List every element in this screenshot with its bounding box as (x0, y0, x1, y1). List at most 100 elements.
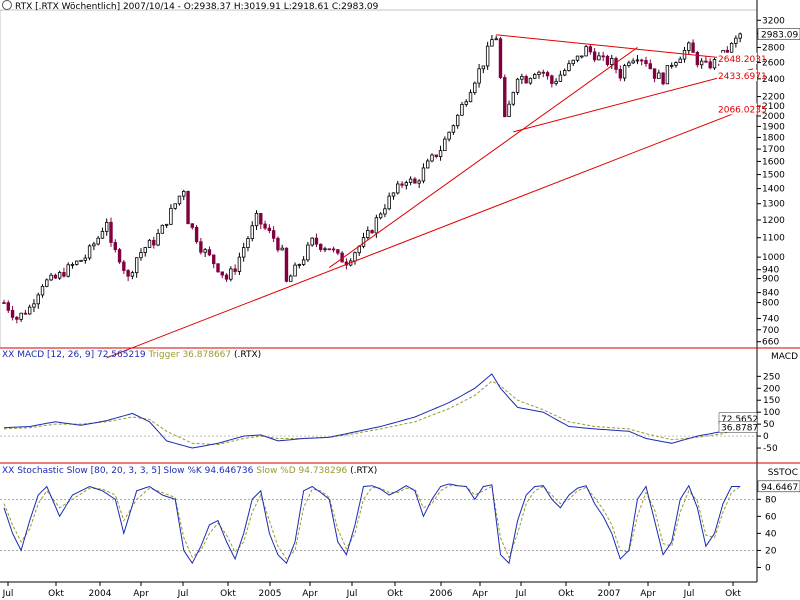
x-tick-label: 2004 (89, 589, 112, 599)
candle-body (494, 38, 498, 41)
main-y-tick-label: 3200 (762, 16, 785, 26)
candle-body (725, 49, 730, 53)
candle-body (618, 68, 623, 79)
main-y-tick-label: 740 (762, 314, 779, 324)
candle-body (353, 252, 357, 262)
candle-body (695, 52, 700, 66)
macd-trigger-line (3, 380, 741, 446)
candle-body (738, 33, 742, 39)
candle-body (537, 71, 541, 75)
stoch-pane-title: XX Stochastic Slow [80, 20, 3, 3, 5] Slo… (2, 466, 377, 476)
candle-body (498, 38, 503, 78)
candle-body (627, 62, 631, 66)
candle-body (460, 104, 464, 116)
candle-body (648, 63, 652, 70)
candle-body (447, 131, 451, 140)
macd-y-tick-label: 150 (763, 396, 780, 406)
trendline-label-bg (717, 103, 757, 115)
candle-body (310, 237, 314, 246)
candle-body (267, 227, 272, 232)
candle-body (704, 60, 708, 63)
candle-body (571, 59, 575, 65)
candle-body (19, 312, 23, 320)
candle-body (32, 303, 36, 308)
candle-body (434, 154, 438, 157)
candle-body (105, 221, 109, 232)
candle-body (6, 302, 10, 311)
candle-body (468, 92, 473, 103)
candle-body (143, 247, 147, 253)
stoch-value-label-box (757, 480, 800, 493)
candle-body (635, 59, 640, 62)
x-tick-label: 2005 (259, 589, 282, 599)
candle-body (293, 264, 297, 277)
macd-pane-name: MACD (771, 352, 798, 362)
x-tick-label: Jul (177, 589, 189, 599)
candle-body (289, 275, 293, 282)
stoch-value-label: 94.6467 (761, 483, 798, 493)
candle-body (669, 64, 674, 67)
candle-body (520, 76, 524, 80)
main-y-tick-label: 2800 (762, 43, 785, 53)
candle-body (113, 242, 117, 250)
candle-body (57, 272, 62, 279)
main-y-tick-label: 840 (762, 289, 779, 299)
main-y-tick-label: 1600 (762, 157, 785, 167)
x-tick-label: Jul (515, 589, 527, 599)
candle-body (562, 70, 567, 76)
candle-body (430, 154, 434, 162)
candle-body (246, 238, 250, 249)
candle-body (674, 62, 678, 66)
candle-body (605, 55, 610, 65)
candle-body (597, 55, 601, 61)
candle-body (567, 63, 571, 71)
x-tick-label: Apr (640, 589, 656, 599)
main-y-tick-label: 1800 (762, 133, 785, 143)
candle-body (391, 192, 396, 197)
candle-body (319, 243, 323, 250)
candle-body (477, 68, 481, 84)
candle-body (451, 125, 456, 133)
candle-body (100, 230, 105, 239)
trendline (513, 68, 754, 133)
candle-body (2, 302, 6, 304)
candle-body (49, 274, 53, 281)
candle-body (96, 237, 100, 245)
candle-body (541, 71, 545, 74)
main-y-tick-label: 2100 (762, 102, 785, 112)
candle-body (177, 195, 182, 205)
macd-y-tick-label: 200 (763, 384, 780, 394)
main-y-tick-label: 900 (762, 275, 779, 285)
trendline-label-bg (717, 70, 757, 82)
candle-body (511, 91, 516, 105)
macd-y-tick-label: 50 (763, 420, 775, 430)
macd-y-tick-label: 100 (763, 408, 780, 418)
candle-body (413, 178, 417, 184)
candle-body (169, 207, 173, 225)
main-y-tick-label: 1100 (762, 234, 785, 244)
candle-body (383, 208, 387, 215)
candle-body (400, 183, 404, 186)
macd-title-text: XX MACD [12, 26, 9] 72.565219 (2, 350, 146, 360)
candle-body (408, 178, 413, 183)
candle-body (665, 65, 670, 85)
candle-body (276, 237, 280, 251)
stoch-suffix-text: (.RTX) (350, 466, 378, 476)
macd-suffix-text: (.RTX) (234, 350, 262, 360)
candle-body (584, 46, 588, 57)
stoch-y-tick-label: 0 (765, 563, 771, 573)
macd-trigger-text: Trigger 36.878667 (148, 350, 232, 360)
main-y-tick-label: 2600 (762, 59, 785, 69)
candle-body (203, 249, 207, 253)
candle-body (75, 260, 79, 265)
candle-body (250, 225, 254, 239)
x-tick-label: Apr (302, 589, 318, 599)
x-tick-label: Okt (220, 589, 236, 599)
macd-pane-title: XX MACD [12, 26, 9] 72.565219 Trigger 36… (2, 350, 261, 360)
trendline (496, 34, 754, 62)
candle-body (657, 72, 661, 79)
candle-body (156, 232, 160, 246)
candle-body (558, 74, 563, 82)
candle-body (194, 227, 199, 243)
candle-body (10, 309, 15, 318)
